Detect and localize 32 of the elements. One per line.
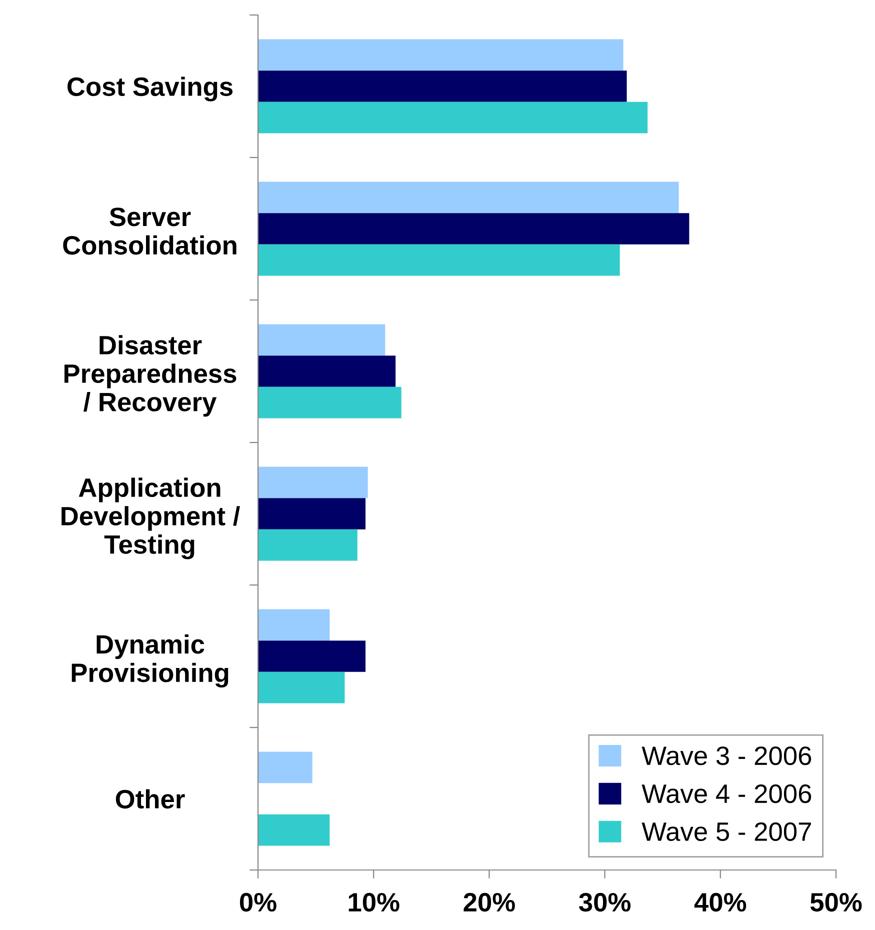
x-tick-label: 50% [810,892,862,912]
bar [258,814,330,846]
bar [258,640,366,672]
x-tick-label: 20% [464,892,515,912]
y-tick-label: Application Development / Testing [62,478,240,560]
bar [258,672,345,704]
bar [258,244,620,276]
x-tick-label: 30% [579,892,631,912]
bar [258,752,312,784]
y-tick-label: Cost Savings [68,76,233,102]
bar [258,70,627,102]
bar [258,213,690,244]
bar [258,324,386,356]
bar [258,609,330,641]
y-tick-label: Disaster Preparedness / Recovery [64,335,236,417]
bar [258,529,358,561]
legend-label: Wave 4 - 2006 [642,784,812,804]
x-tick-label: 0% [240,892,276,912]
legend-label: Wave 3 - 2006 [642,746,812,766]
bar [258,182,679,214]
bar [258,39,624,71]
y-tick-label: Dynamic Provisioning [72,634,228,688]
bar [258,102,648,134]
y-tick-label: Server Consolidation [63,208,236,255]
bar [258,466,368,498]
y-tick-label: Other [116,789,185,809]
bar [258,498,366,530]
bar [258,356,396,387]
legend-label: Wave 5 - 2007 [642,822,811,842]
x-tick-label: 10% [348,892,400,912]
x-tick-label: 40% [694,892,746,912]
bar [258,386,402,418]
